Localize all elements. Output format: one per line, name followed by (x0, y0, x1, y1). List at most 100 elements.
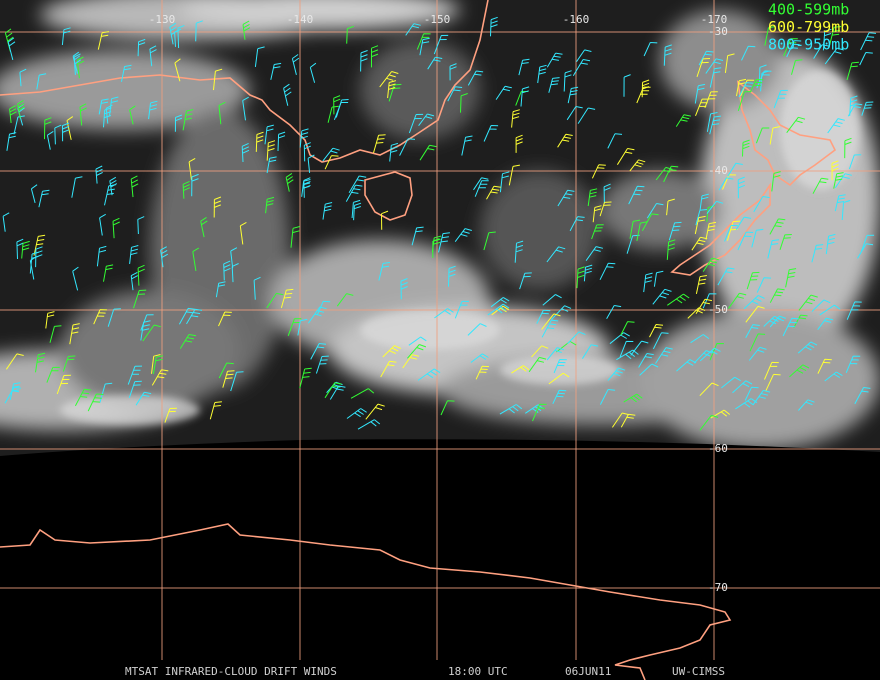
wind-barb (255, 131, 264, 152)
wind-barb (623, 393, 643, 403)
wind-barb (411, 226, 424, 246)
wind-barb (35, 352, 46, 373)
wind-barb (461, 135, 473, 156)
wind-barb (254, 46, 265, 67)
wind-barb (630, 340, 649, 356)
wind-barb (2, 212, 10, 232)
wind-barb (833, 172, 844, 189)
wind-barb (130, 271, 138, 291)
wind-barb (767, 239, 780, 259)
wind-barb (769, 218, 786, 235)
wind-barb (416, 33, 431, 50)
wind-barb (241, 142, 250, 163)
wind-barb (668, 221, 682, 241)
wind-barb (71, 176, 83, 198)
wind-barb (695, 98, 710, 116)
wind-barb (9, 382, 21, 400)
wind-barb (607, 133, 623, 149)
wind-barb (629, 159, 646, 172)
wind-barb (643, 272, 653, 293)
graticule (0, 0, 880, 660)
wind-barb (646, 203, 664, 219)
wind-barb (21, 240, 30, 259)
wind-barb (797, 341, 818, 354)
wind-barb (748, 346, 767, 361)
wind-barb (699, 382, 719, 397)
wind-barb (495, 85, 512, 100)
wind-barb (735, 398, 758, 410)
wind-barb (405, 23, 421, 36)
wind-barb (592, 205, 602, 223)
wind-barb (819, 304, 841, 316)
wind-barb (264, 124, 274, 145)
wind-barb (585, 246, 604, 261)
wind-barb (546, 347, 565, 361)
cloud-imagery (0, 0, 880, 456)
wind-barb (218, 311, 232, 327)
wind-barb (215, 281, 226, 298)
wind-barb (69, 323, 80, 345)
wind-barb (13, 115, 25, 135)
wind-barb (724, 53, 735, 73)
wind-barb (616, 349, 639, 361)
wind-barb (548, 372, 570, 385)
wind-barb (515, 134, 523, 153)
footer-text: MTSAT INFRARED-CLOUD DRIFT WINDS (125, 665, 337, 678)
wind-barb (483, 231, 496, 251)
wind-barb (643, 42, 658, 57)
wind-barb (137, 216, 145, 235)
wind-barb (587, 188, 598, 207)
wind-barb (103, 264, 114, 282)
wind-barb (107, 308, 121, 327)
wind-barb (95, 165, 103, 184)
wind-barb (655, 347, 673, 364)
wind-barb (299, 128, 309, 148)
wind-barb (695, 298, 712, 314)
wind-barb (822, 28, 832, 51)
wind-barb (705, 58, 724, 74)
wind-barb (434, 308, 454, 319)
wind-barb (779, 234, 792, 250)
wind-barb (353, 202, 362, 221)
wind-barb (486, 185, 501, 200)
wind-barb (30, 184, 38, 204)
antarctica-coast (0, 523, 732, 680)
latitude-label: -30 (708, 25, 728, 38)
wind-barb (239, 221, 247, 245)
wind-barb (546, 52, 563, 68)
wind-barb (470, 353, 489, 363)
wind-barb (531, 345, 549, 358)
wind-barb (419, 144, 437, 161)
wind-barb (603, 183, 611, 204)
wind-barb (56, 374, 71, 395)
wind-barb (350, 388, 375, 399)
wind-barb (218, 101, 226, 125)
wind-barb (483, 125, 499, 142)
wind-barb (191, 173, 199, 197)
wind-barb (738, 82, 754, 98)
wind-barb (348, 175, 367, 193)
wind-barb (619, 340, 634, 358)
wind-barb (121, 64, 132, 82)
wind-barb (783, 38, 798, 57)
wind-barb (381, 210, 389, 230)
wind-barb (581, 344, 599, 359)
wind-barb (652, 332, 669, 350)
wind-barb (699, 414, 719, 431)
wind-barb (785, 268, 797, 288)
longitude-label: -160 (563, 13, 590, 26)
wind-barb (182, 109, 194, 131)
wind-barb (128, 380, 142, 399)
wind-barb (137, 38, 146, 57)
wind-barb (177, 24, 185, 49)
wind-barb (448, 265, 456, 287)
wind-barb (798, 399, 815, 411)
wind-barb (737, 231, 754, 251)
nz-south-coast (670, 182, 771, 276)
wind-barb (303, 177, 311, 198)
wind-barb (270, 62, 282, 80)
wind-barb (519, 272, 532, 290)
wind-barb (209, 401, 222, 420)
